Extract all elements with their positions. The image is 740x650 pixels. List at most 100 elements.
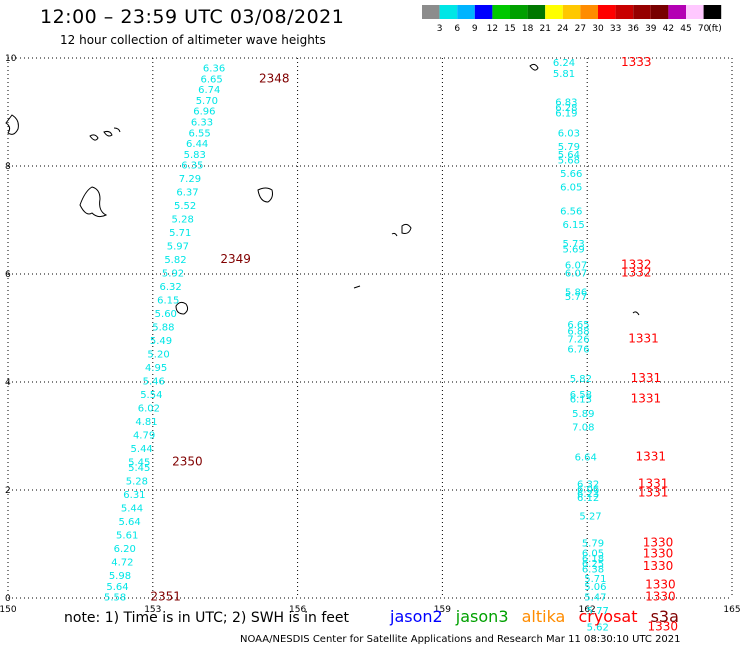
swh-data-label: 5.45 <box>128 458 150 469</box>
pass-time-label: 1330 <box>648 619 679 633</box>
island-outline <box>401 223 412 234</box>
swh-data-label: 6.24 <box>553 58 575 69</box>
pass-time-label: 1330 <box>645 590 676 604</box>
satellite-jason2-label: jason2 <box>390 607 443 626</box>
satellite-jason3-label: jason3 <box>455 607 509 626</box>
island-outline <box>103 130 113 137</box>
pass-time-label: 2349 <box>220 252 251 266</box>
island-outline <box>175 301 189 315</box>
swh-data-label: 6.55 <box>188 128 210 139</box>
swh-data-label: 5.98 <box>109 571 131 582</box>
color-scale-swatch <box>510 5 528 19</box>
swh-data-label: 6.18 <box>582 554 604 565</box>
swh-data-label: 6.76 <box>567 344 589 355</box>
satellite-legend: jason2 jason3 altika cryosat s3a <box>390 607 687 626</box>
y-tick-label: 4 <box>5 378 11 388</box>
pass-time-label: 1332 <box>621 258 652 272</box>
pass-time-label: 1330 <box>643 536 674 550</box>
island-outline <box>632 311 640 316</box>
swh-data-label: 5.20 <box>147 350 169 361</box>
swh-data-label: 6.83 <box>555 98 577 109</box>
swh-data-label: 7.08 <box>572 423 594 434</box>
swh-data-label: 4.79 <box>133 431 155 442</box>
color-scale-swatch <box>668 5 686 19</box>
pass-time-label: 1331 <box>631 392 662 406</box>
swh-data-label: 6.02 <box>138 404 160 415</box>
swh-data-label: 5.47 <box>584 593 606 604</box>
units-note: note: 1) Time is in UTC; 2) SWH is in fe… <box>64 610 350 626</box>
color-scale-label: 45 <box>680 24 691 34</box>
y-tick-label: 0 <box>5 594 11 604</box>
swh-data-label: 6.32 <box>577 479 599 490</box>
swh-data-label: 5.86 <box>565 288 587 299</box>
swh-data-label: 6.25 <box>582 559 604 570</box>
swh-data-label: 5.64 <box>106 582 128 593</box>
x-tick-label: 156 <box>289 605 306 615</box>
swh-data-label: 6.31 <box>123 490 145 501</box>
y-tick-label: 10 <box>5 54 17 64</box>
swh-data-label: 5.28 <box>126 477 148 488</box>
swh-data-label: 6.74 <box>198 85 220 96</box>
y-tick-label: 8 <box>5 162 11 172</box>
swh-data-label: 5.52 <box>174 201 196 212</box>
pass-time-label: 1331 <box>635 449 666 463</box>
pass-time-label: 1330 <box>643 559 674 573</box>
swh-data-label: 6.07 <box>565 269 587 280</box>
swh-data-label: 6.15 <box>157 296 179 307</box>
color-scale-label: 24 <box>557 24 569 34</box>
color-scale-label: 39 <box>645 24 657 34</box>
color-scale-swatch <box>439 5 458 19</box>
color-scale-swatch <box>615 5 634 19</box>
x-tick-label: 165 <box>723 605 740 615</box>
color-scale-swatch <box>562 5 581 19</box>
island-outline <box>113 127 121 133</box>
swh-data-label: 5.77 <box>565 292 587 303</box>
swh-data-label: 5.82 <box>570 374 592 385</box>
island-outline <box>89 134 99 141</box>
color-scale-label: 3 <box>437 24 443 34</box>
swh-data-label: 6.19 <box>555 108 577 119</box>
swh-data-label: 5.83 <box>184 150 206 161</box>
swh-data-label: 5.44 <box>121 504 143 515</box>
pass-time-label: 1333 <box>621 55 652 69</box>
swh-data-label: 5.58 <box>104 593 126 604</box>
x-tick-label: 153 <box>144 605 161 615</box>
swh-data-label: 6.38 <box>582 565 604 576</box>
color-scale-label: 6 <box>454 24 460 34</box>
swh-data-label: 5.44 <box>131 444 153 455</box>
swh-data-label: 4.95 <box>145 363 167 374</box>
swh-data-label: 6.07 <box>565 261 587 272</box>
color-scale-label: 18 <box>522 24 534 34</box>
swh-data-label: 6.88 <box>567 326 589 337</box>
swh-data-label: 4.72 <box>111 558 133 569</box>
island-outline <box>529 63 539 71</box>
y-tick-label: 6 <box>5 270 11 280</box>
color-scale-swatch <box>422 5 440 19</box>
swh-data-label: 5.97 <box>167 242 189 253</box>
color-scale-label: 12 <box>487 24 498 34</box>
swh-data-label: 6.12 <box>577 493 599 504</box>
color-scale-swatch <box>492 5 510 19</box>
pass-time-label: 1330 <box>645 577 676 591</box>
pass-time-label: 1332 <box>621 266 652 280</box>
swh-data-label: 5.64 <box>118 517 140 528</box>
x-tick-label: 150 <box>0 605 17 615</box>
color-scale-label: 21 <box>539 24 550 34</box>
grid-lines <box>7 57 733 599</box>
color-scale-label: 42 <box>663 24 674 34</box>
swh-data-label: 6.20 <box>114 544 136 555</box>
swh-data-label: 6.33 <box>191 118 213 129</box>
swh-data-label: 5.70 <box>196 96 218 107</box>
swh-data-label: 5.92 <box>162 269 184 280</box>
swh-data-label: 5.88 <box>152 323 174 334</box>
island-outline <box>5 114 19 135</box>
color-scale-label: 36 <box>627 24 639 34</box>
color-scale-label: 27 <box>575 24 586 34</box>
y-axis-ticks: 0 2 4 6 8 10 <box>5 54 17 604</box>
swh-data-label: 6.65 <box>567 320 589 331</box>
color-scale-swatch <box>474 5 493 19</box>
swh-data-label: 6.03 <box>558 128 580 139</box>
swh-data-label: 4.81 <box>135 417 157 428</box>
swh-data-label: 6.15 <box>563 220 585 231</box>
